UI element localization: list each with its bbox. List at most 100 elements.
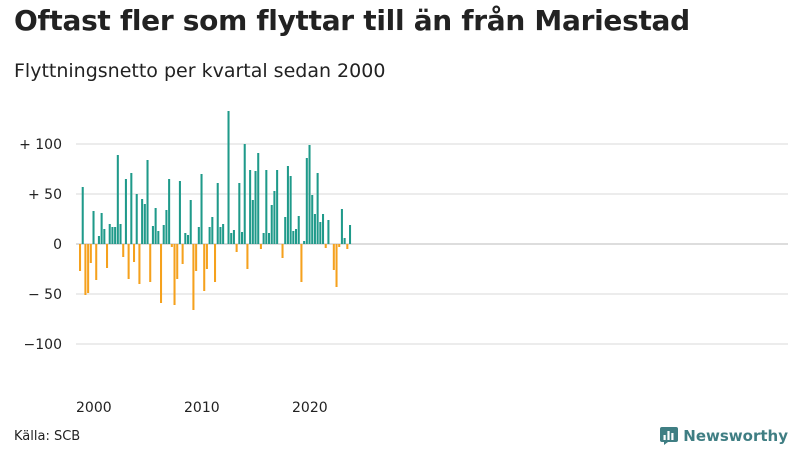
bar (168, 179, 171, 244)
bar (349, 225, 352, 244)
bar (165, 210, 168, 244)
bar (219, 227, 222, 244)
bar (138, 244, 141, 284)
bar (259, 244, 262, 249)
bar (106, 244, 109, 268)
bar (249, 170, 252, 244)
bar (133, 244, 136, 262)
bar (276, 170, 279, 244)
bar (270, 205, 273, 244)
bar (149, 244, 152, 282)
bar (332, 244, 335, 270)
chart-subtitle: Flyttningsnetto per kvartal sedan 2000 (14, 60, 386, 82)
bar (192, 244, 195, 310)
bars (79, 111, 352, 310)
bar (251, 200, 254, 244)
bar (273, 191, 276, 244)
bar (178, 181, 181, 244)
bar (89, 244, 92, 263)
bar (262, 233, 265, 244)
bar (284, 217, 287, 244)
bar (327, 220, 330, 244)
bar (235, 244, 238, 252)
bar (173, 244, 176, 305)
newsworthy-logo-icon (660, 427, 679, 445)
bar (268, 233, 271, 244)
bar (200, 174, 203, 244)
bar (257, 153, 260, 244)
bar (146, 160, 149, 244)
bar (343, 238, 346, 244)
brand-logo[interactable]: Newsworthy (660, 427, 788, 445)
bar (116, 155, 119, 244)
source-note: Källa: SCB (14, 429, 81, 444)
bar (230, 233, 233, 244)
bar (216, 183, 219, 244)
bar (335, 244, 338, 287)
x-tick-label: 2000 (76, 400, 112, 416)
bar (114, 227, 117, 244)
bar (295, 229, 298, 244)
bar (111, 227, 114, 244)
y-tick-label: + 100 (19, 137, 62, 153)
bar (303, 241, 306, 244)
bar (286, 166, 289, 244)
bar (157, 231, 160, 244)
bar (243, 144, 246, 244)
bar (232, 230, 235, 244)
bar (319, 222, 322, 244)
bar (181, 244, 184, 264)
bar (122, 244, 125, 257)
bar (84, 244, 87, 295)
bar (289, 176, 292, 244)
bar (162, 225, 165, 244)
bar (305, 158, 308, 244)
bar (184, 233, 187, 244)
bar (338, 244, 341, 247)
bar (124, 179, 127, 244)
bar (103, 229, 106, 244)
bar (195, 244, 198, 271)
bar (311, 195, 314, 244)
bar (265, 170, 268, 244)
bar (127, 244, 130, 279)
x-tick-label: 2010 (184, 400, 220, 416)
bar (227, 111, 230, 244)
bar (160, 244, 163, 303)
bar (241, 232, 244, 244)
x-tick-label: 2020 (292, 400, 328, 416)
bar (154, 208, 157, 244)
bar (297, 216, 300, 244)
bar (79, 244, 82, 271)
bar (130, 173, 133, 244)
bar (214, 244, 217, 282)
bar (281, 244, 284, 258)
bar (300, 244, 303, 282)
y-tick-label: − 50 (28, 287, 62, 303)
bar (151, 226, 154, 244)
bar (292, 231, 295, 244)
bar (87, 244, 90, 293)
bar (203, 244, 206, 291)
y-tick-label: 0 (53, 237, 62, 253)
bar (95, 244, 98, 280)
bar (316, 173, 319, 244)
bar (322, 214, 325, 244)
bar (238, 183, 241, 244)
bar (222, 224, 225, 244)
y-tick-label: + 50 (28, 187, 62, 203)
y-tick-label: −100 (24, 337, 62, 353)
bar (143, 204, 146, 244)
bar (92, 211, 95, 244)
bar-chart: + 100 + 50 0 − 50 −100 2000 2010 2020 (19, 111, 788, 416)
bar (100, 213, 103, 244)
bar (208, 227, 211, 244)
bar (313, 214, 316, 244)
bar (197, 227, 200, 244)
y-axis-ticks: + 100 + 50 0 − 50 −100 (19, 137, 62, 353)
bar (346, 244, 349, 249)
bar (211, 217, 214, 244)
bar (81, 187, 84, 244)
bar (170, 244, 173, 247)
bar (119, 224, 122, 244)
